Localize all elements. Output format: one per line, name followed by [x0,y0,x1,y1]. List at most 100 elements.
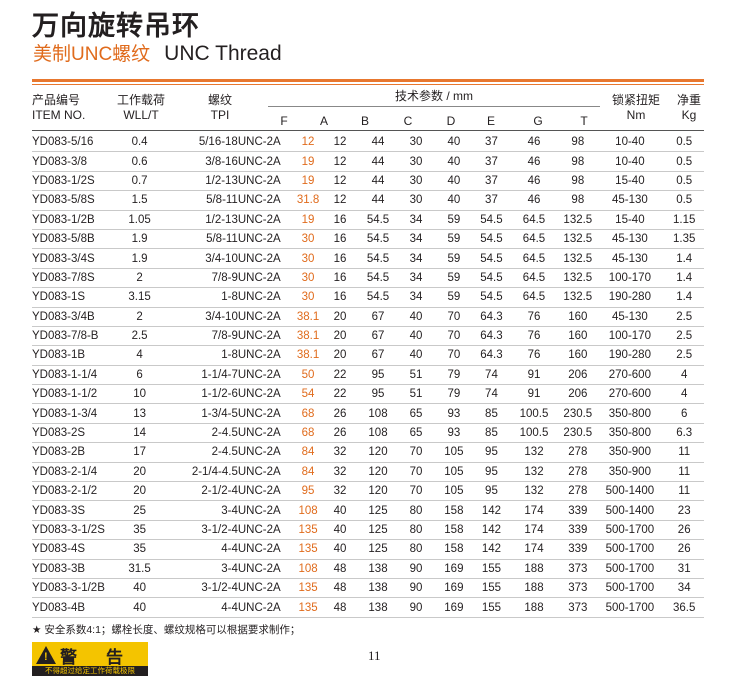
cell-dim-a: 26 [323,423,357,444]
cell-dim-g: 64.5 [507,229,561,250]
cell-item-no: YD083-1-3/4 [32,403,113,424]
cell-dim-a: 22 [323,384,357,405]
table-row: YD083-1B 4 1-8UNC-2A 38.1 20 67 40 70 64.3 76 160 1… [32,345,704,366]
cell-dim-d: 40 [432,151,476,172]
cell-dim-f: 31.8 [292,190,324,211]
cell-torque: 350-900 [595,442,665,463]
cell-dim-g: 64.5 [507,287,561,308]
cell-dim-f: 84 [292,462,324,483]
cell-dim-b: 95 [356,384,400,405]
subtitle-cn: 美制UNC螺纹 [33,44,151,65]
cell-torque: 500-1400 [595,481,665,502]
cell-dim-e: 64.3 [475,345,508,366]
table-row: YD083-1-3/4 13 1-3/4-5UNC-2A 68 26 108 65 93 85 1… [32,403,704,424]
table-row: YD083-5/8S 1.5 5/8-11UNC-2A 31.8 12 44 30 40 37 4… [32,190,704,211]
cell-dim-e: 54.5 [475,229,508,250]
cell-dim-a: 48 [323,559,357,579]
cell-dim-e: 54.5 [475,210,508,230]
cell-weight: 1.4 [664,248,704,269]
cell-item-no: YD083-3S [32,500,113,521]
cell-dim-c: 30 [399,171,433,192]
cell-dim-e: 74 [475,384,508,405]
cell-dim-a: 12 [323,151,357,172]
cell-dim-b: 138 [356,559,400,579]
cell-weight: 26 [664,520,704,541]
title-rule [32,79,704,82]
cell-item-no: YD083-3B [32,559,113,579]
cell-dim-t: 278 [560,442,596,463]
table-row: YD083-7/8S 2 7/8-9UNC-2A 30 16 54.5 34 59 54.5 64… [32,268,704,289]
table-row: YD083-2-1/2 20 2-1/2-4UNC-2A 95 32 120 70 105 95… [32,481,704,502]
cell-wll: 40 [112,578,167,599]
cell-item-no: YD083-4S [32,539,113,560]
cell-dim-d: 158 [432,500,476,521]
cell-dim-f: 135 [292,520,324,541]
cell-dim-d: 59 [432,268,476,289]
cell-dim-t: 206 [560,384,596,405]
header-weight-en: Kg [681,108,697,122]
cell-dim-b: 120 [356,462,400,483]
cell-tpi: 2-1/4-4.5UNC-2A [166,462,293,483]
cell-dim-e: 37 [475,190,508,211]
cell-dim-b: 67 [356,307,400,327]
cell-dim-d: 79 [432,365,476,386]
cell-wll: 20 [112,462,167,483]
cell-dim-a: 32 [323,481,357,502]
cell-tpi: 3/4-10UNC-2A [166,307,293,327]
table-row: YD083-4S 35 4-4UNC-2A 135 40 125 80 158 142 174 33… [32,539,704,560]
cell-wll: 10 [112,384,167,405]
cell-dim-a: 16 [323,210,357,230]
cell-dim-b: 44 [356,151,400,172]
cell-wll: 13 [112,403,167,424]
cell-torque: 15-40 [595,171,665,192]
table-row: YD083-3B 31.5 3-4UNC-2A 108 48 138 90 169 155 188… [32,559,704,579]
cell-weight: 26 [664,539,704,560]
cell-dim-g: 100.5 [507,423,561,444]
header-tpi: 螺纹 TPI [190,93,250,123]
cell-weight: 0.5 [664,133,704,153]
header-params: 技术参数 / mm [395,89,473,103]
cell-wll: 0.7 [112,171,167,192]
cell-dim-t: 373 [560,597,596,618]
subtitle-en: UNC Thread [164,42,282,65]
table-row: YD083-1-1/2 10 1-1/2-6UNC-2A 54 22 95 51 79 74 91… [32,384,704,405]
cell-dim-g: 188 [507,559,561,579]
table-row: YD083-3/4S 1.9 3/4-10UNC-2A 30 16 54.5 34 59 54.… [32,248,704,269]
cell-torque: 45-130 [595,248,665,269]
cell-dim-a: 12 [323,133,357,153]
cell-dim-d: 158 [432,520,476,541]
table-row: YD083-5/16 0.4 5/16-18UNC-2A 12 12 44 30 40 37 46… [32,133,704,153]
cell-wll: 35 [112,539,167,560]
cell-torque: 45-130 [595,190,665,211]
cell-wll: 35 [112,520,167,541]
cell-dim-e: 142 [475,539,508,560]
cell-dim-f: 135 [292,597,324,618]
cell-dim-a: 12 [323,171,357,192]
cell-wll: 1.9 [112,229,167,250]
cell-dim-a: 48 [323,578,357,599]
cell-item-no: YD083-5/8B [32,229,113,250]
table-row: YD083-7/8-B 2.5 7/8-9UNC-2A 38.1 20 67 40 70 64.… [32,326,704,347]
cell-dim-g: 64.5 [507,248,561,269]
cell-item-no: YD083-1S [32,287,113,308]
cell-wll: 20 [112,481,167,502]
table-row: YD083-1/2B 1.05 1/2-13UNC-2A 19 16 54.5 34 59 54… [32,210,704,230]
cell-weight: 6.3 [664,423,704,444]
cell-dim-g: 46 [507,133,561,153]
cell-dim-c: 34 [399,210,433,230]
table-row: YD083-3-1/2B 40 3-1/2-4UNC-2A 135 48 138 90 169… [32,578,704,599]
cell-dim-d: 59 [432,287,476,308]
cell-dim-d: 158 [432,539,476,560]
cell-dim-c: 90 [399,559,433,579]
cell-dim-f: 30 [292,268,324,289]
cell-dim-e: 95 [475,442,508,463]
cell-dim-b: 138 [356,578,400,599]
header-col-g: G [533,114,543,128]
cell-tpi: 3/8-16UNC-2A [166,151,293,172]
header-item-cn: 产品编号 [32,93,81,107]
header-weight-cn: 净重 [676,93,701,107]
cell-tpi: 1-1/2-6UNC-2A [166,384,293,405]
cell-dim-g: 188 [507,597,561,618]
cell-dim-f: 30 [292,248,324,269]
cell-torque: 15-40 [595,210,665,230]
